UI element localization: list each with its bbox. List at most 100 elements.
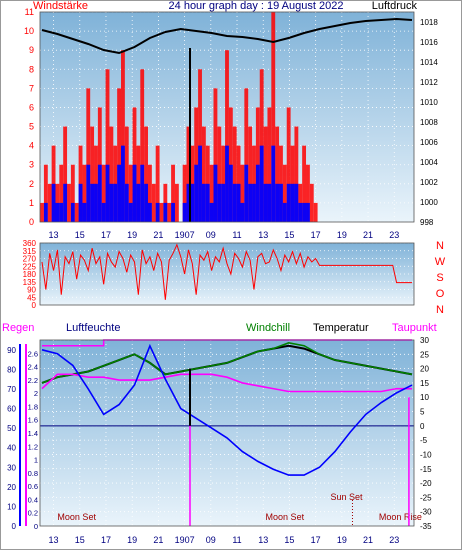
tick-label-x: 19 [127,230,137,240]
bar-gust [159,202,164,222]
compass-label: N [436,304,444,316]
bar-wind [232,183,237,222]
bar-wind [194,164,199,222]
bar-wind [298,202,303,222]
series-line-pressure [41,17,413,55]
bar-gust [140,69,145,222]
bar-wind [101,202,106,222]
bar-gust [121,50,125,222]
bar-wind [186,183,191,222]
tick-label-direction: 180 [23,270,37,279]
tick-label-humidity: 60 [7,405,16,414]
tick-label-rain: 1.6 [28,416,38,425]
bar-wind [252,183,256,222]
tick-label-right: 1004 [420,158,438,167]
tick-label-left: 10 [24,26,34,36]
tick-label-x: 15 [284,535,294,545]
bar-gust [294,126,299,222]
bar-wind [147,202,152,222]
tick-label-right: 1016 [420,38,438,47]
tick-label-rain: 2 [34,389,38,398]
bar-wind [259,145,264,222]
bar-wind [171,202,175,222]
tick-label-direction: 360 [23,239,37,248]
tick-label-rain: 2.6 [28,349,38,358]
bar-wind [263,183,268,222]
x-axis-wind: 13 15 17 19 21 1907 09 11 13 15 17 19 21 23 [49,230,400,240]
tick-label-right: 1012 [420,78,438,87]
bar-gust [282,164,287,222]
bar-gust [151,183,156,222]
bar-wind [279,183,283,222]
bar-wind [144,183,148,222]
tick-label-x: 23 [389,535,399,545]
bar-wind [267,183,272,222]
bar-gust [275,126,280,222]
tick-label-x: 13 [49,230,59,240]
bar-wind [121,145,125,222]
series-direction [41,243,412,300]
tick-label-x: 17 [311,230,321,240]
bar-wind [140,164,145,222]
bar-wind [275,183,280,222]
tick-label-direction: 90 [27,286,36,295]
tick-label-rain: 2.4 [28,363,38,372]
bar-wind [132,164,137,222]
bar-wind [217,183,222,222]
tick-label-x: 1907 [175,535,195,545]
bar-gust [147,164,152,222]
frame-temperature [39,339,415,527]
bar-wind [290,183,295,222]
bar-gust [144,126,148,222]
tick-label-temperature: 25 [420,350,429,359]
tick-label-x: 13 [49,535,59,545]
tick-label-temperature: 5 [420,408,425,417]
bar-gust [59,164,64,222]
bar-gust [40,202,44,222]
right-axis-label: Luftdruck [372,0,418,12]
legend-dewpoint: Taupunkt [392,322,437,334]
bar-gust [286,107,291,222]
bar-gust [43,164,48,222]
tick-label-right: 1006 [420,138,438,147]
bar-gust [194,107,199,222]
bar-wind [255,164,260,222]
bar-gust [309,183,314,222]
bar-gust [313,202,318,222]
tick-label-left: 0 [29,217,34,227]
tick-label-left: 2 [29,179,34,189]
series-line-humidity [41,343,413,476]
tick-label-left: 11 [25,7,34,17]
series-wind [40,12,413,222]
bar-wind [113,183,118,222]
tick-label-x: 17 [101,230,111,240]
grid-temperature [19,339,414,527]
bar-wind [105,164,110,222]
bar-wind [94,183,98,222]
compass-label: S [436,272,443,284]
tick-label-temperature: -35 [420,522,432,531]
tick-label-temperature: 10 [420,393,429,402]
bar-gust [198,69,202,222]
tick-label-humidity: 50 [7,424,16,433]
tick-label-temperature: -30 [420,508,432,517]
tick-label-x: 09 [206,230,216,240]
tick-label-rain: 0 [34,522,38,531]
tick-label-rain: 0.6 [28,482,38,491]
bar-wind [294,183,299,222]
tick-label-rain: 0.4 [28,495,38,504]
bar-gust [225,50,229,222]
bar-wind [221,183,226,222]
bar-wind [70,202,75,222]
tick-label-x: 19 [337,535,347,545]
tick-label-rain: 1.2 [28,442,38,451]
tick-label-humidity: 70 [7,385,16,394]
bar-gust [90,126,95,222]
bar-gust [248,126,253,222]
tick-label-humidity: 80 [7,365,16,374]
bar-wind [155,202,160,222]
legend-rain: Regen [2,322,34,334]
legend-windchill: Windchill [246,322,290,334]
